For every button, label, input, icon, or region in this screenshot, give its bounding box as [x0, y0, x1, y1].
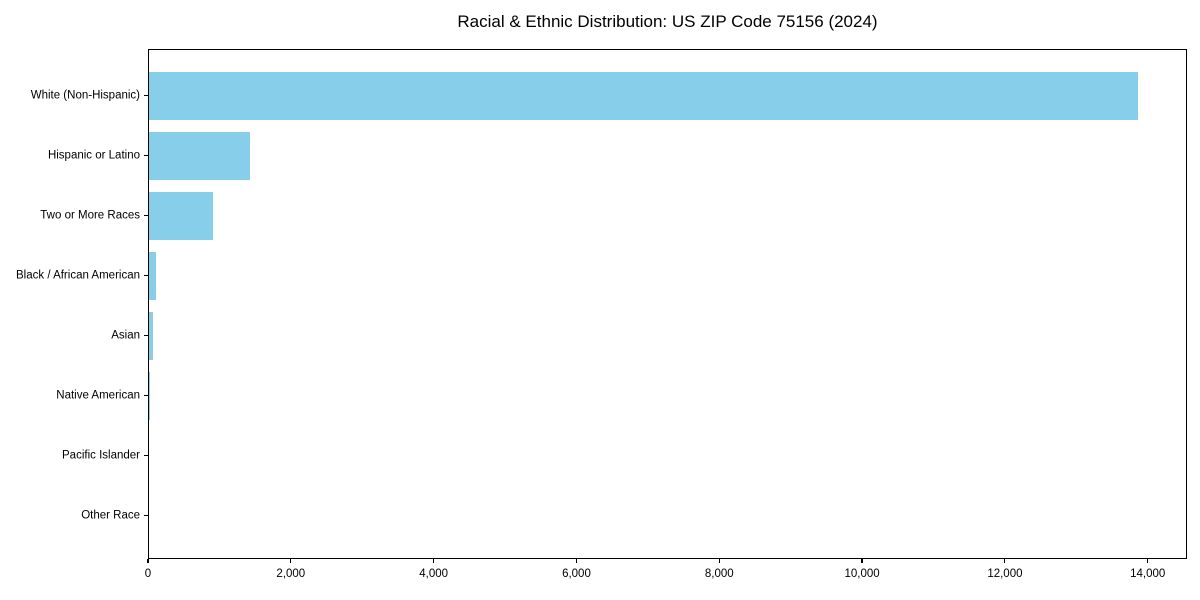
x-tick-mark: [861, 559, 863, 563]
y-tick-mark: [144, 275, 148, 277]
x-tick-mark: [718, 559, 720, 563]
x-tick-mark: [147, 559, 149, 563]
x-tick-label: 6,000: [562, 568, 591, 580]
y-tick-label: Other Race: [81, 509, 140, 522]
x-tick-label: 0: [144, 568, 152, 580]
x-tick-label: 8,000: [704, 568, 734, 580]
y-tick-label: Black / African American: [16, 269, 140, 282]
x-tick-mark: [290, 559, 292, 563]
y-tick-mark: [144, 395, 148, 397]
y-tick-mark: [144, 515, 148, 517]
y-tick-mark: [144, 215, 148, 217]
x-tick-label: 12,000: [987, 568, 1023, 580]
x-tick-mark: [575, 559, 578, 563]
bar-native-american: [149, 371, 151, 420]
y-tick-label: Two or More Races: [40, 209, 140, 222]
bar-white-non-hispanic: [149, 71, 1138, 120]
bar-hispanic-or-latino: [149, 131, 250, 180]
x-tick-label: 4,000: [419, 568, 449, 580]
y-tick-label: Pacific Islander: [62, 449, 140, 462]
y-tick-mark: [144, 155, 148, 157]
x-tick-mark: [1147, 559, 1149, 563]
y-tick-mark: [144, 95, 148, 97]
bar-black-african-american: [149, 251, 157, 300]
x-tick-label: 14,000: [1130, 568, 1166, 580]
y-tick-mark: [144, 335, 148, 337]
chart-title: Racial & Ethnic Distribution: US ZIP Cod…: [457, 12, 878, 31]
y-tick-label: Native American: [56, 389, 140, 402]
x-tick-mark: [433, 559, 435, 563]
y-tick-label: Hispanic or Latino: [47, 149, 140, 162]
plot-area: [148, 49, 1187, 559]
bar-asian: [149, 311, 154, 360]
x-tick-label: 2,000: [276, 568, 306, 580]
x-tick-label: 10,000: [844, 568, 880, 580]
y-tick-label: Asian: [111, 329, 140, 342]
bar-two-or-more-races: [149, 191, 214, 240]
y-tick-label: White (Non-Hispanic): [30, 89, 140, 102]
x-tick-mark: [1004, 559, 1006, 563]
y-tick-mark: [144, 455, 148, 457]
